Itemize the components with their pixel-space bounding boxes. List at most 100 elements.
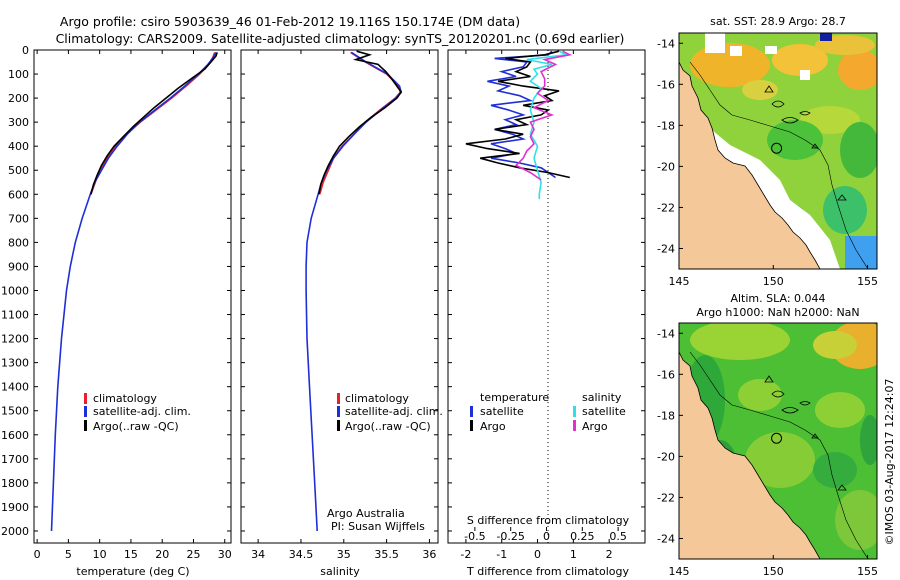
t-difference-xticks: -2 -1 0 1 2 [460,50,613,561]
temperature-panel: 0 5 10 15 20 25 30 0 100 200 300 400 500 600 700 800 90… [1,44,232,578]
map-y-tick-label: -22 [657,491,675,504]
legend-s-satellite-label: satellite [582,405,626,418]
s-difference-xticks: -0.5 -0.25 0 0.25 0.5 [464,527,627,543]
map-x-tick-label: 155 [857,565,878,578]
imos-timestamp: ©IMOS 03-Aug-2017 12:24:07 [883,379,896,546]
sla-high-patches [690,323,877,550]
credit-line1: Argo Australia [327,507,405,520]
salinity-axes-box [240,49,439,544]
sst-map-title: sat. SST: 28.9 Argo: 28.7 [710,15,846,28]
legend-salinity-heading: salinity [582,391,622,404]
series-salinity-satellite [526,50,569,200]
legend-argo-swatch [337,420,340,431]
y-tick-label: 2000 [1,525,29,538]
temperature-xlabel: temperature (deg C) [76,565,189,578]
s-tick-label: 0 [543,530,550,543]
sst-nodata-regions [700,33,840,269]
legend-s-argo-label: Argo [582,420,608,433]
salinity-xlabel: salinity [320,565,360,578]
map-x-tick-label: 150 [763,565,784,578]
y-tick-label: 1800 [1,477,29,490]
legend-t-argo-swatch [470,420,473,431]
sst-map-xticks: 145 150 155 [669,265,878,288]
y-tick-label: 300 [8,116,29,129]
sla-map-xticks: 145 150 155 [669,555,878,578]
y-tick-label: 200 [8,92,29,105]
y-tick-label: 1600 [1,429,29,442]
y-tick-label: 900 [8,260,29,273]
map-x-tick-label: 145 [669,565,690,578]
temperature-xticks: 0 5 10 15 20 25 30 [34,50,232,561]
legend-argo-swatch [84,420,87,431]
map-x-tick-label: 150 [763,275,784,288]
x-tick-label: 30 [218,548,232,561]
y-tick-label: 1400 [1,381,29,394]
y-tick-label: 1100 [1,309,29,322]
sst-land [679,61,821,269]
series-argo-raw-qc- [318,50,403,195]
y-tick-label: 1300 [1,357,29,370]
s-tick-label: 0.25 [570,530,595,543]
x-tick-label: 35 [337,548,351,561]
sla-map-subtitle: Argo h1000: NaN h2000: NaN [696,306,859,319]
legend-satellite-swatch [84,406,87,417]
map-y-tick-label: -14 [657,327,675,340]
legend-s-argo-swatch [573,420,576,431]
legend-satellite-label: satellite-adj. clim. [93,405,191,418]
x-tick-label: 34 [251,548,265,561]
map-y-tick-label: -22 [657,201,675,214]
difference-axes-box [447,49,646,544]
legend-climatology-label: climatology [93,392,157,405]
legend-climatology-swatch [337,393,340,404]
y-tick-label: 0 [22,44,29,57]
series-satellite-adj-clim- [305,51,403,532]
s-tick-label: -0.5 [464,530,485,543]
credit-line2: PI: Susan Wijffels [331,520,425,533]
map-y-tick-label: -16 [657,368,675,381]
legend-argo-label: Argo(..raw -QC) [93,420,179,433]
y-tick-label: 1700 [1,453,29,466]
y-tick-label: 100 [8,68,29,81]
y-tick-label: 700 [8,212,29,225]
map-y-tick-label: -20 [657,450,675,463]
x-tick-label: 34.5 [289,548,314,561]
y-tick-label: 1000 [1,284,29,297]
map-y-tick-label: -18 [657,119,675,132]
t-difference-xlabel: T difference from climatology [466,565,629,578]
legend-s-satellite-swatch [573,406,576,417]
x-tick-label: 5 [65,548,72,561]
y-tick-label: 800 [8,236,29,249]
legend-climatology-swatch [84,393,87,404]
sla-map-frame [678,322,878,560]
legend-satellite-label: satellite-adj. clim. [345,405,443,418]
sla-map-title: Altim. SLA: 0.044 [730,292,825,305]
legend-t-argo-label: Argo [480,420,506,433]
map-y-tick-label: -18 [657,409,675,422]
map-x-tick-label: 145 [669,275,690,288]
map-y-tick-label: -24 [657,532,675,545]
x-tick-label: -2 [460,548,471,561]
x-tick-label: 35.5 [374,548,399,561]
difference-legend: temperature salinity satellite Argo sate… [470,391,626,433]
difference-panel: -2 -1 0 1 2 -0.5 -0.25 0 0.25 0.5 S difference f… [447,49,646,578]
legend-argo-label: Argo(..raw -QC) [345,420,431,433]
map-x-tick-label: 155 [857,275,878,288]
legend-temperature-heading: temperature [480,391,549,404]
map-y-tick-label: -14 [657,37,675,50]
argo-position-marker [771,142,783,154]
series-climatology [90,52,216,195]
sst-map-panel: sat. SST: 28.9 Argo: 28.7 [657,15,878,288]
salinity-xticks: 34 34.5 35 35.5 36 [251,50,436,561]
y-tick-label: 1900 [1,501,29,514]
sst-isobath [689,61,869,269]
y-tick-label: 400 [8,140,29,153]
legend-climatology-label: climatology [345,392,409,405]
s-tick-label: 0.5 [609,530,627,543]
salinity-legend: climatology satellite-adj. clim. Argo(..… [337,392,443,433]
map-y-tick-label: -24 [657,242,675,255]
argo-position-marker [771,432,783,444]
y-tick-label: 1200 [1,333,29,346]
temperature-legend: climatology satellite-adj. clim. Argo(..… [84,392,191,433]
map-y-tick-label: -16 [657,78,675,91]
y-tick-label: 1500 [1,405,29,418]
